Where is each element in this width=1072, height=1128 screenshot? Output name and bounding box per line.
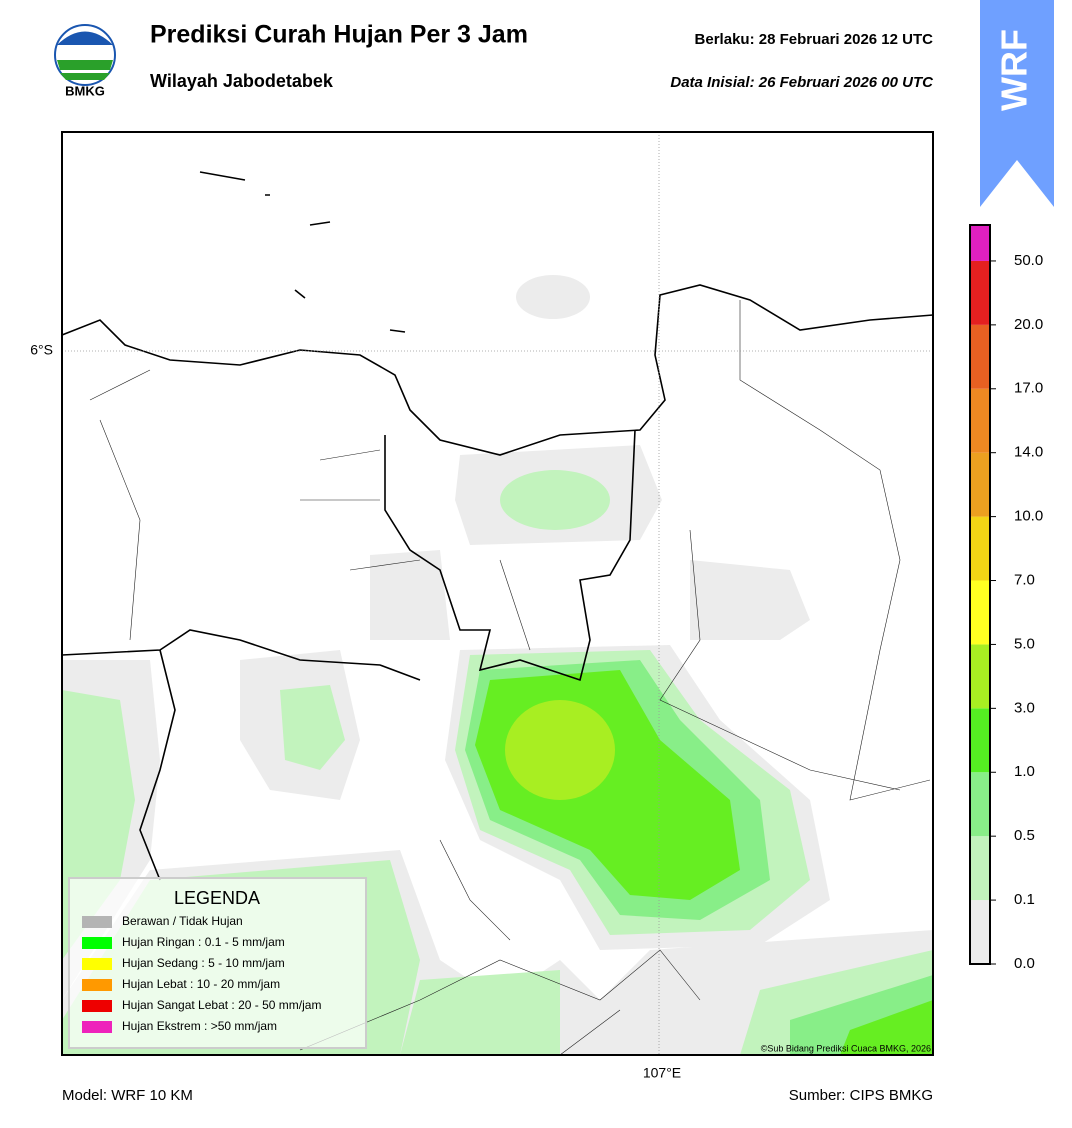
colorbar-tick-label: 50.0 <box>1014 252 1043 269</box>
legend-label: Hujan Ringan : 0.1 - 5 mm/jam <box>122 935 285 949</box>
colorbar-segment <box>970 324 990 389</box>
colorbar-segment <box>970 388 990 453</box>
subtitle: Wilayah Jabodetabek <box>150 71 334 91</box>
colorbar: 0.0 0.1 0.5 1.0 3.0 5.0 7.0 10.0 14.0 17.0 20.0 50.… <box>969 224 1043 972</box>
colorbar-segment <box>970 516 990 581</box>
colorbar-tick-label: 14.0 <box>1014 444 1043 461</box>
colorbar-segment <box>970 260 990 325</box>
legend-label: Hujan Sedang : 5 - 10 mm/jam <box>122 956 285 970</box>
colorbar-tick-label: 1.0 <box>1014 763 1035 780</box>
colorbar-segment <box>970 836 990 901</box>
legend-swatch <box>82 1021 112 1033</box>
legend-swatch <box>82 916 112 928</box>
initial-time: Data Inisial: 26 Februari 2026 00 UTC <box>670 74 934 91</box>
legend-label: Hujan Ekstrem : >50 mm/jam <box>122 1019 277 1033</box>
colorbar-tick-label: 7.0 <box>1014 571 1035 588</box>
legend-label: Berawan / Tidak Hujan <box>122 914 243 928</box>
legend-swatch <box>82 1000 112 1012</box>
legend-swatch <box>82 958 112 970</box>
colorbar-tick-label: 17.0 <box>1014 380 1043 397</box>
colorbar-tick-label: 0.1 <box>1014 891 1035 908</box>
legend-label: Hujan Sangat Lebat : 20 - 50 mm/jam <box>122 998 321 1012</box>
legend: LEGENDA Berawan / Tidak Hujan Hujan Ringa… <box>68 877 367 1049</box>
colorbar-tick-label: 0.5 <box>1014 827 1035 844</box>
logo: BMKG <box>54 24 116 98</box>
colorbar-segment <box>970 708 990 773</box>
title: Prediksi Curah Hujan Per 3 Jam <box>150 21 528 49</box>
colorbar-segment <box>970 580 990 645</box>
colorbar-segment <box>970 772 990 837</box>
legend-swatch <box>82 937 112 949</box>
footer-model: Model: WRF 10 KM <box>62 1087 193 1104</box>
badge <box>980 0 1054 207</box>
colorbar-tick-label: 0.0 <box>1014 955 1035 972</box>
colorbar-segment <box>970 900 990 964</box>
colorbar-frame <box>969 224 991 965</box>
footer-source: Sumber: CIPS BMKG <box>789 1087 933 1104</box>
legend-label: Hujan Lebat : 10 - 20 mm/jam <box>122 977 280 991</box>
legend-title: LEGENDA <box>174 888 260 908</box>
colorbar-tick-label: 5.0 <box>1014 635 1035 652</box>
colorbar-tick-label: 10.0 <box>1014 508 1043 525</box>
colorbar-tick-label: 20.0 <box>1014 316 1043 333</box>
logo-text: BMKG <box>65 83 105 98</box>
lat-label: 6°S <box>30 342 53 358</box>
badge-text: WRF <box>994 29 1035 111</box>
colorbar-segment <box>970 644 990 709</box>
valid-time: Berlaku: 28 Februari 2026 12 UTC <box>695 31 934 48</box>
credit: ©Sub Bidang Prediksi Cuaca BMKG, 2026 <box>761 1043 931 1053</box>
map-frame <box>61 131 934 1056</box>
colorbar-segment <box>970 225 990 261</box>
colorbar-tick-label: 3.0 <box>1014 699 1035 716</box>
lon-label: 107°E <box>643 1065 681 1081</box>
colorbar-segment <box>970 452 990 517</box>
legend-swatch <box>82 979 112 991</box>
